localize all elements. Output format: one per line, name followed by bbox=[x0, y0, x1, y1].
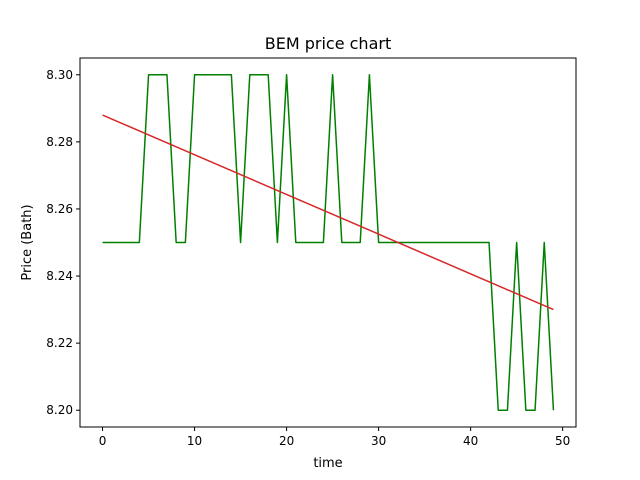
x-tick-label: 40 bbox=[463, 434, 478, 448]
x-tick-label: 10 bbox=[187, 434, 202, 448]
x-tick-label: 50 bbox=[555, 434, 570, 448]
y-tick-label: 8.20 bbox=[46, 403, 73, 417]
plot-layer bbox=[102, 74, 555, 411]
plot-frame bbox=[79, 57, 577, 428]
y-tick-label: 8.24 bbox=[46, 269, 73, 283]
x-axis-label: time bbox=[313, 456, 342, 471]
x-tick-label: 30 bbox=[371, 434, 386, 448]
y-axis-label: Price (Bath) bbox=[20, 204, 35, 280]
price-series-line bbox=[102, 74, 555, 411]
y-tick-label: 8.28 bbox=[46, 135, 73, 149]
y-axis: 8.20 8.22 8.24 8.26 8.28 8.30 bbox=[46, 68, 80, 417]
y-tick-label: 8.30 bbox=[46, 68, 73, 82]
x-tick-label: 0 bbox=[99, 434, 107, 448]
x-tick-label: 20 bbox=[279, 434, 294, 448]
chart-title: BEM price chart bbox=[265, 34, 391, 53]
y-tick-label: 8.22 bbox=[46, 336, 73, 350]
y-tick-label: 8.26 bbox=[46, 202, 73, 216]
trend-line bbox=[102, 114, 554, 311]
x-axis: 0 10 20 30 40 50 bbox=[99, 427, 570, 448]
